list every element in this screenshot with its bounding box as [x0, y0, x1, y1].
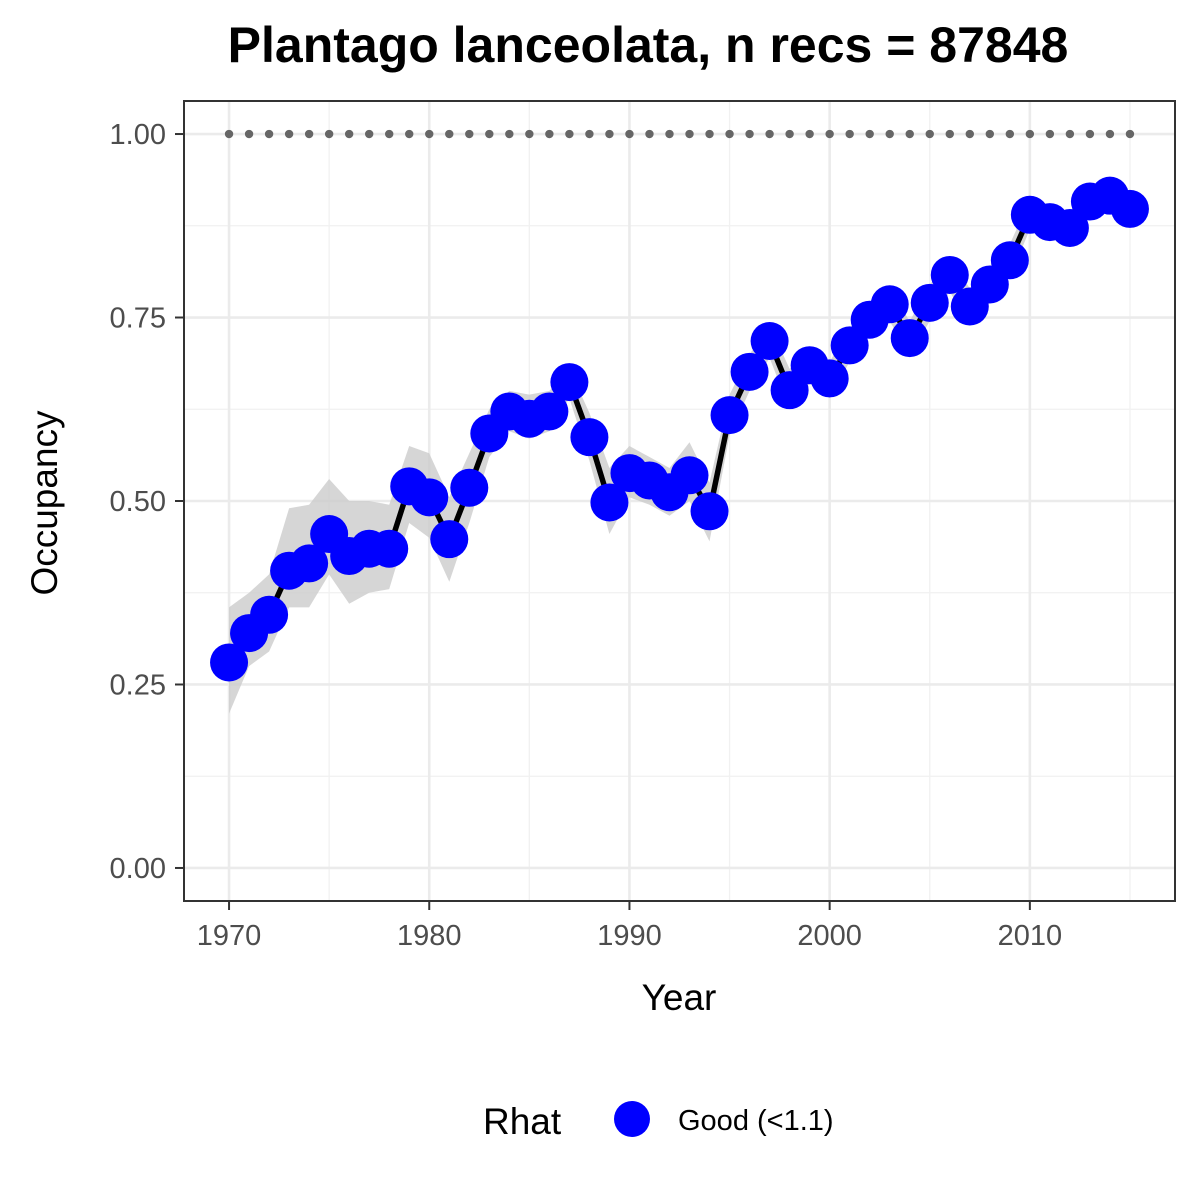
reference-dot: [705, 129, 714, 139]
reference-dot: [1105, 129, 1115, 139]
y-tick-label: 1.00: [110, 119, 166, 151]
reference-dot: [525, 129, 534, 139]
reference-dot: [945, 129, 954, 139]
data-point: [930, 255, 969, 294]
reference-dot: [865, 129, 874, 139]
data-point: [730, 352, 769, 391]
reference-dot: [1005, 129, 1015, 139]
x-tick-label: 1990: [597, 920, 662, 952]
reference-dot: [304, 129, 314, 139]
reference-dot: [625, 129, 634, 139]
y-tick-label: 0.25: [110, 669, 166, 701]
data-point: [550, 363, 589, 402]
confidence-band: [229, 183, 1130, 714]
data-point: [690, 492, 729, 531]
chart-title: Plantago lanceolata, n recs = 87848: [228, 17, 1069, 73]
reference-dot: [1045, 129, 1055, 139]
data-point: [910, 283, 949, 322]
reference-dot: [905, 129, 914, 139]
reference-dot: [805, 129, 814, 139]
data-point: [710, 396, 749, 435]
data-point: [1110, 189, 1149, 228]
y-tick-label: 0.75: [110, 303, 166, 335]
reference-line: [224, 129, 1135, 139]
reference-dot: [1025, 129, 1035, 139]
reference-dot: [485, 129, 494, 139]
reference-dot: [505, 129, 514, 139]
reference-dot: [825, 129, 834, 139]
data-point: [1050, 208, 1089, 247]
ci-band-area: [229, 183, 1130, 714]
reference-dot: [785, 129, 794, 139]
x-tick-label: 2000: [797, 920, 862, 952]
reference-dot: [445, 129, 454, 139]
reference-dot: [1065, 129, 1075, 139]
data-point: [750, 322, 789, 360]
reference-dot: [765, 129, 774, 139]
data-point: [450, 468, 489, 507]
legend-label-good: Good (<1.1): [678, 1105, 834, 1137]
reference-dot: [725, 129, 734, 139]
reference-dot: [965, 129, 974, 139]
series-points: [210, 176, 1149, 682]
data-point: [830, 326, 869, 365]
data-point: [210, 643, 249, 682]
data-point: [990, 241, 1029, 280]
data-point: [410, 478, 449, 517]
reference-dot: [645, 129, 654, 139]
data-point: [670, 456, 709, 495]
legend: Rhat Good (<1.1): [483, 1101, 834, 1142]
reference-dot: [885, 129, 894, 139]
data-point: [530, 392, 569, 431]
reference-dot: [745, 129, 754, 139]
x-tick-label: 1970: [197, 920, 262, 952]
data-point: [430, 520, 469, 559]
reference-dot: [1125, 129, 1135, 139]
reference-dot: [665, 129, 674, 139]
data-point: [290, 544, 329, 583]
data-point: [370, 529, 409, 568]
reference-dot: [364, 129, 374, 139]
legend-title: Rhat: [483, 1101, 562, 1142]
y-tick-label: 0.50: [110, 486, 166, 518]
x-axis: 1970 1980 1990 2000 2010: [197, 901, 1062, 952]
reference-dot: [1085, 129, 1095, 139]
x-tick-label: 1980: [397, 920, 462, 952]
reference-dot: [224, 129, 234, 139]
reference-dot: [344, 129, 354, 139]
data-point: [570, 418, 609, 457]
reference-dot: [605, 129, 614, 139]
reference-dot: [465, 129, 474, 139]
reference-dot: [545, 129, 554, 139]
reference-dot: [324, 129, 334, 139]
reference-dot: [264, 129, 274, 139]
y-tick-label: 0.00: [110, 853, 166, 885]
legend-key-good: [614, 1101, 650, 1137]
reference-dot: [565, 129, 574, 139]
reference-dot: [685, 129, 694, 139]
x-axis-title: Year: [642, 977, 717, 1018]
reference-dot: [425, 129, 434, 139]
data-point: [250, 595, 289, 634]
data-point: [890, 319, 929, 358]
reference-dot: [985, 129, 995, 139]
reference-dot: [925, 129, 934, 139]
reference-dot: [284, 129, 294, 139]
reference-dot: [244, 129, 254, 139]
data-point: [870, 285, 909, 324]
data-point: [810, 359, 849, 398]
y-axis: 0.00 0.25 0.50 0.75 1.00: [110, 119, 184, 885]
reference-dot: [845, 129, 854, 139]
reference-dot: [585, 129, 594, 139]
data-point: [590, 483, 629, 522]
reference-dot: [405, 129, 414, 139]
y-axis-title: Occupancy: [24, 410, 65, 596]
reference-dot: [385, 129, 394, 139]
x-tick-label: 2010: [998, 920, 1063, 952]
